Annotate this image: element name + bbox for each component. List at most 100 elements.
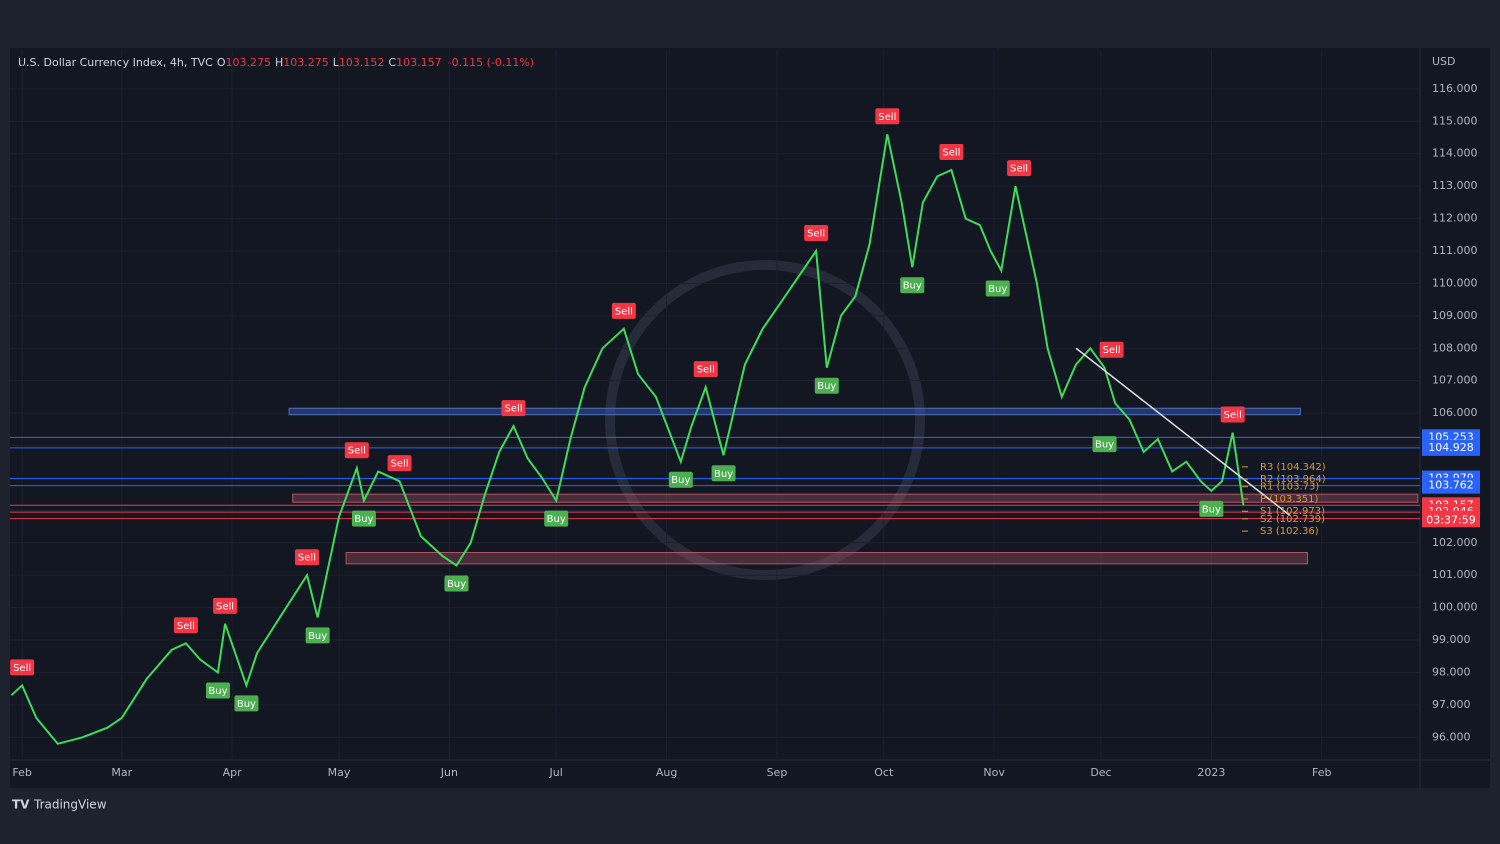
signal-label: Buy — [1095, 440, 1114, 451]
signal-label: Buy — [447, 579, 466, 590]
pivot-label: R3 (104.342) — [1260, 462, 1326, 473]
signal-badge — [814, 377, 839, 394]
signal-label: Buy — [671, 475, 690, 486]
y-tick-label: 116.000 — [1432, 82, 1478, 95]
price-line — [10, 134, 1245, 745]
signal-label: Buy — [903, 281, 922, 292]
signal-label: Sell — [348, 446, 366, 457]
y-tick-label: 106.000 — [1432, 406, 1478, 419]
signal-badge — [711, 465, 736, 482]
signal-badge — [10, 659, 35, 676]
x-tick-label: 2023 — [1197, 766, 1225, 779]
price-box — [1422, 477, 1480, 494]
y-tick-label: 100.000 — [1432, 601, 1478, 614]
signal-badge — [875, 108, 900, 125]
signal-badge — [900, 277, 925, 294]
y-tick-label: 97.000 — [1432, 698, 1471, 711]
signal-label: Buy — [237, 699, 256, 710]
header-text: 103.152 — [339, 56, 385, 69]
y-tick-label: 114.000 — [1432, 147, 1478, 160]
x-tick-label: Jun — [440, 766, 458, 779]
x-tick-label: Apr — [223, 766, 243, 779]
header-text: 103.275 — [283, 56, 329, 69]
signal-badge — [501, 400, 526, 417]
signal-badge — [804, 225, 829, 242]
signal-label: Buy — [208, 686, 227, 697]
header-text: 103.275 — [226, 56, 272, 69]
x-tick-label: Feb — [12, 766, 31, 779]
x-tick-label: Sep — [767, 766, 788, 779]
pivot-label: S1 (102.973) — [1260, 506, 1325, 517]
brand: TradingView — [33, 798, 107, 812]
signal-badge — [1007, 160, 1032, 177]
signal-label: Sell — [1010, 164, 1028, 175]
y-tick-label: 110.000 — [1432, 276, 1478, 289]
currency-label: USD — [1432, 55, 1456, 68]
signal-badge — [611, 302, 636, 319]
signal-label: Sell — [216, 601, 234, 612]
header-text: -0.115 (-0.11%) — [448, 56, 534, 69]
signal-label: Sell — [942, 147, 960, 158]
x-tick-label: Aug — [656, 766, 677, 779]
pivot-label: S2 (102.739) — [1260, 514, 1325, 525]
signal-label: Sell — [177, 621, 195, 632]
signal-label: Buy — [714, 469, 733, 480]
signal-badge — [1092, 436, 1117, 453]
x-tick-label: Feb — [1312, 766, 1331, 779]
signal-badge — [985, 280, 1010, 297]
y-tick-label: 113.000 — [1432, 179, 1478, 192]
signal-badge — [351, 510, 376, 527]
signal-badge — [1099, 341, 1124, 358]
y-tick-label: 98.000 — [1432, 665, 1471, 678]
header-text: H — [275, 56, 283, 69]
signal-badge — [294, 549, 319, 566]
signal-badge — [305, 627, 330, 644]
x-tick-label: Dec — [1090, 766, 1111, 779]
y-tick-label: 108.000 — [1432, 341, 1478, 354]
signal-badge — [1199, 500, 1224, 517]
symbol-header: U.S. Dollar Currency Index, 4h, TVC O 103.… — [18, 56, 534, 69]
x-tick-label: Jul — [549, 766, 563, 779]
signal-badge — [939, 143, 964, 160]
signal-badge — [173, 617, 198, 634]
signal-label: Sell — [298, 553, 316, 564]
signal-label: Sell — [1224, 410, 1242, 421]
x-tick-label: May — [328, 766, 351, 779]
signal-label: Sell — [1103, 345, 1121, 356]
signal-label: Sell — [697, 365, 715, 376]
signal-label: Sell — [878, 112, 896, 123]
pivot-label: R1 (103.73) — [1260, 482, 1319, 493]
header-text: O — [217, 56, 226, 69]
signal-label: Buy — [547, 514, 566, 525]
signal-label: Sell — [13, 663, 31, 674]
countdown-box — [1422, 513, 1480, 528]
signal-badge — [1220, 406, 1245, 423]
signal-badge — [693, 361, 718, 378]
signal-label: Buy — [308, 631, 327, 642]
signal-badge — [213, 597, 238, 614]
signal-label: Buy — [988, 284, 1007, 295]
x-tick-label: Oct — [874, 766, 894, 779]
price-box-label: 104.928 — [1428, 441, 1474, 454]
header-text: 103.157 — [396, 56, 442, 69]
zone — [288, 407, 1301, 416]
x-tick-label: Nov — [983, 766, 1005, 779]
y-tick-label: 109.000 — [1432, 309, 1478, 322]
y-tick-label: 111.000 — [1432, 244, 1478, 257]
y-tick-label: 101.000 — [1432, 568, 1478, 581]
zone — [292, 493, 1419, 503]
signal-badge — [544, 510, 569, 527]
signal-label: Buy — [817, 381, 836, 392]
header-text: U.S. Dollar Currency Index, 4h, TVC — [18, 56, 213, 69]
brand-logo: TV — [12, 798, 30, 812]
y-tick-label: 115.000 — [1432, 114, 1478, 127]
signal-badge — [344, 442, 369, 459]
header-text: C — [388, 56, 396, 69]
y-tick-label: 96.000 — [1432, 730, 1471, 743]
signal-badge — [234, 695, 259, 712]
y-tick-label: 99.000 — [1432, 633, 1471, 646]
signal-label: Buy — [354, 514, 373, 525]
signal-badge — [668, 471, 693, 488]
y-tick-label: 112.000 — [1432, 212, 1478, 225]
header-text: L — [333, 56, 340, 69]
